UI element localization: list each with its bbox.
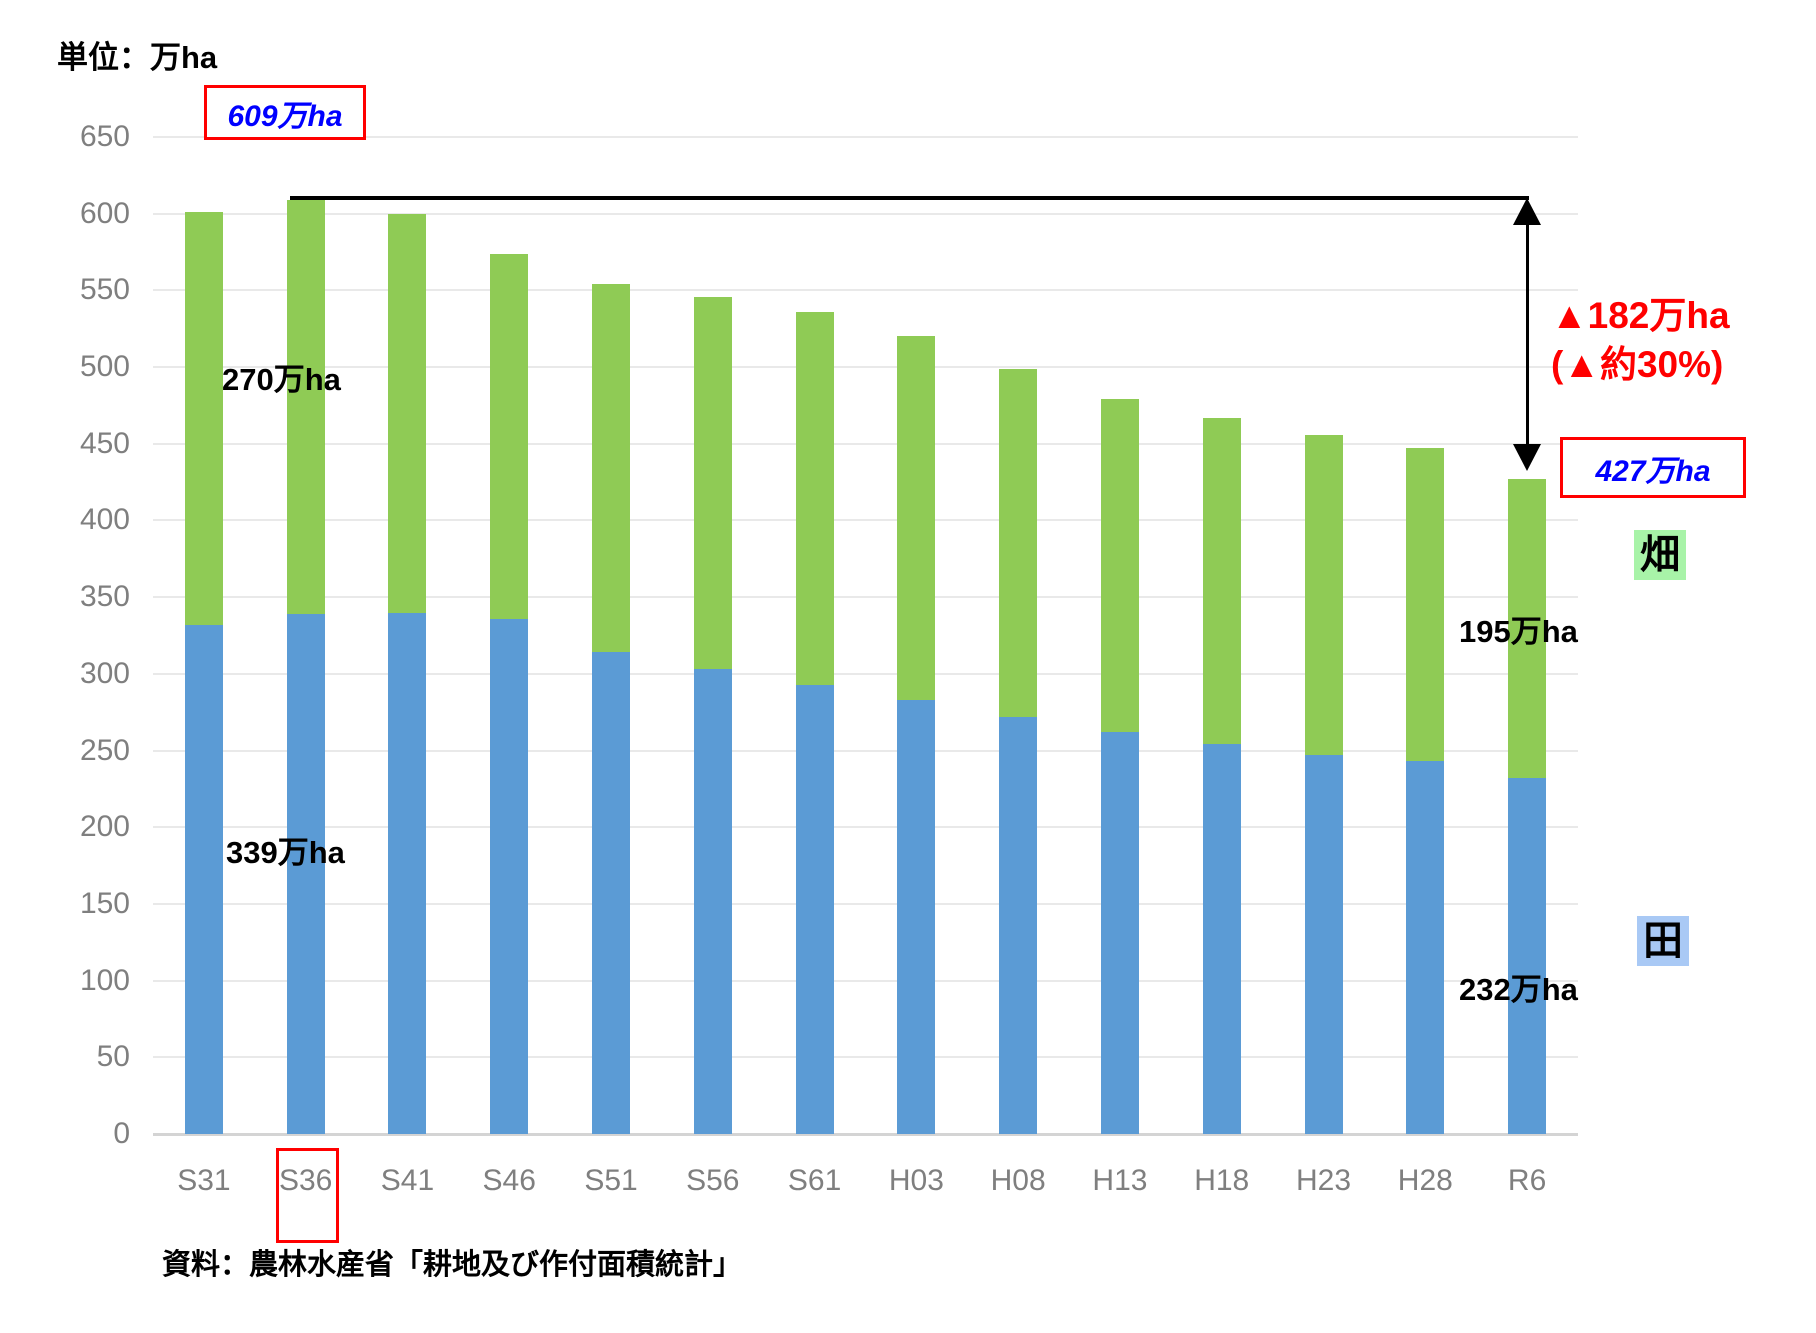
- bar-segment-田-R6: [1508, 778, 1547, 1134]
- gridline: [153, 366, 1578, 369]
- x-tick-label-S56: S56: [686, 1164, 740, 1197]
- arrow-head-down-icon: [1513, 444, 1541, 471]
- highlight-box-s36: [276, 1148, 339, 1243]
- bar-segment-田-H23: [1304, 755, 1343, 1134]
- bar-segment-畑-S41: [388, 213, 427, 613]
- latest-value-box: 427万ha: [1560, 437, 1746, 498]
- bar-segment-畑-H23: [1304, 434, 1343, 756]
- peak-reference-line: [290, 196, 1529, 200]
- gridline: [153, 826, 1578, 829]
- gridline: [153, 749, 1578, 752]
- bar-segment-畑-S51: [592, 284, 631, 653]
- y-tick-label: 300: [79, 656, 130, 690]
- x-tick-label-S36: S36: [278, 1164, 333, 1197]
- x-tick-label-S31: S31: [177, 1164, 231, 1197]
- y-tick-label: 150: [79, 886, 130, 920]
- bar-segment-田-S41: [388, 612, 427, 1134]
- decline-amount-label: ▲182万ha: [1551, 295, 1730, 336]
- latest-value-label: 427万ha: [1595, 454, 1711, 488]
- bar-segment-畑-H03: [897, 336, 936, 700]
- bar-segment-田-S51: [592, 652, 631, 1134]
- bar-segment-畑-R6: [1508, 479, 1547, 779]
- bar-segment-畑-H18: [1202, 417, 1241, 745]
- bar-segment-畑-H13: [1100, 399, 1139, 733]
- x-tick-label-H13: H13: [1092, 1164, 1148, 1197]
- upland-2024-label: 195万ha: [1459, 614, 1578, 649]
- decline-label: ▲182万ha (▲約30%): [1551, 292, 1730, 390]
- gridline: [153, 442, 1578, 445]
- gridline: [153, 289, 1578, 292]
- peak-value-box: 609万ha: [204, 85, 366, 140]
- x-tick-label-H03: H03: [888, 1164, 944, 1197]
- source-note: 資料：農林水産省「耕地及び作付面積統計」: [162, 1249, 743, 1281]
- y-tick-label: 0: [113, 1117, 130, 1150]
- decline-arrow-line: [1526, 216, 1529, 450]
- bar-segment-畑-H28: [1406, 448, 1445, 762]
- y-tick-label: 100: [79, 963, 130, 997]
- gridline: [153, 1056, 1578, 1059]
- y-tick-label: 500: [79, 350, 130, 384]
- decline-percent-label: (▲約30%): [1551, 343, 1724, 385]
- bar-segment-畑-S36: [286, 199, 325, 615]
- gridline: [153, 596, 1578, 599]
- bar-segment-田-S56: [693, 669, 732, 1134]
- y-tick-label: 550: [79, 273, 130, 307]
- bar-segment-田-S46: [490, 618, 529, 1134]
- upland-1961-label: 270万ha: [222, 362, 341, 397]
- x-tick-label-H08: H08: [990, 1164, 1046, 1197]
- x-tick-label-R6: R6: [1507, 1164, 1547, 1197]
- x-tick-label-S41: S41: [380, 1164, 435, 1197]
- paddy-2024-label: 232万ha: [1459, 972, 1578, 1007]
- y-tick-label: 350: [79, 580, 130, 614]
- arrow-head-up-icon: [1513, 198, 1541, 225]
- y-tick-label: 50: [96, 1040, 130, 1074]
- paddy-1961-label: 339万ha: [226, 835, 345, 870]
- gridline: [153, 136, 1578, 138]
- bar-segment-田-H08: [999, 716, 1038, 1134]
- plot-area: [153, 136, 1578, 1136]
- x-tick-label-H28: H28: [1397, 1164, 1453, 1197]
- gridline: [153, 212, 1578, 215]
- gridline: [153, 902, 1578, 905]
- legend-paddy: 田: [1637, 916, 1689, 966]
- peak-value-label: 609万ha: [227, 99, 343, 133]
- bar-segment-田-H18: [1202, 744, 1241, 1134]
- unit-label: 単位：万ha: [57, 40, 218, 75]
- bar-segment-畑-S56: [693, 296, 732, 670]
- bar-segment-田-H13: [1100, 732, 1139, 1134]
- y-tick-label: 600: [79, 196, 130, 230]
- bar-segment-畑-S31: [184, 212, 223, 625]
- y-tick-label: 250: [79, 733, 130, 767]
- x-axis-line: [153, 1133, 1578, 1136]
- gridline: [153, 519, 1578, 522]
- bar-segment-田-H28: [1406, 761, 1445, 1134]
- y-tick-label: 650: [79, 120, 130, 153]
- gridline: [153, 979, 1578, 982]
- bar-segment-畑-S46: [490, 253, 529, 619]
- y-tick-label: 400: [79, 503, 130, 537]
- x-tick-label-S61: S61: [787, 1164, 842, 1197]
- gridline: [153, 672, 1578, 675]
- x-tick-label-H23: H23: [1296, 1164, 1352, 1197]
- bar-segment-田-S36: [286, 614, 325, 1134]
- bar-segment-田-S61: [795, 684, 834, 1134]
- x-tick-label-H18: H18: [1194, 1164, 1250, 1197]
- bar-segment-畑-S61: [795, 311, 834, 685]
- bar-segment-畑-H08: [999, 368, 1038, 717]
- x-tick-label-S46: S46: [482, 1164, 536, 1197]
- legend-upland: 畑: [1634, 530, 1686, 580]
- y-tick-label: 200: [79, 810, 130, 844]
- y-tick-label: 450: [79, 426, 130, 460]
- bar-segment-田-S31: [184, 624, 223, 1134]
- x-tick-label-S51: S51: [584, 1164, 638, 1197]
- bar-segment-田-H03: [897, 699, 936, 1134]
